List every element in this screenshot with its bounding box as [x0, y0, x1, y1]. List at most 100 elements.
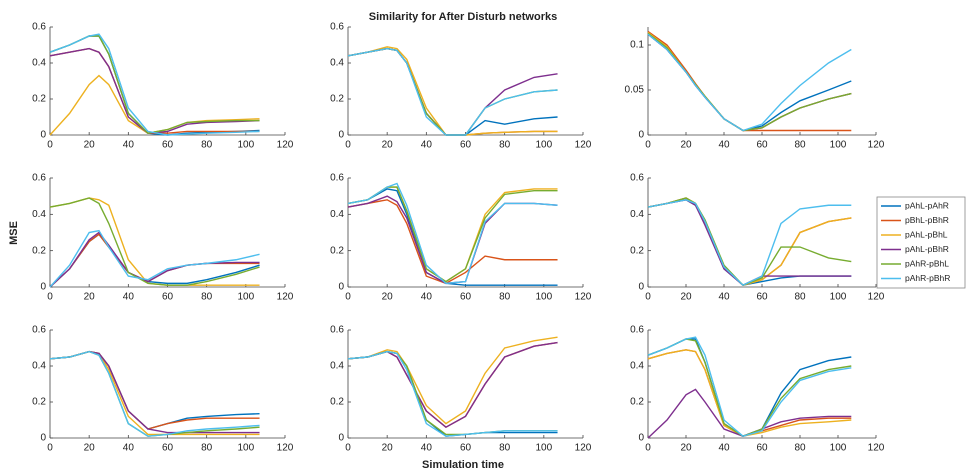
y-tick-label: 0.2 [32, 94, 46, 105]
y-tick-label: 0 [40, 282, 46, 293]
y-tick-label: 0 [638, 130, 644, 141]
series-line [647, 33, 852, 132]
series-line [49, 47, 260, 134]
series-line [647, 336, 852, 437]
x-tick-label: 20 [84, 292, 96, 303]
x-tick-label: 60 [756, 443, 768, 454]
series-line [347, 182, 558, 285]
x-tick-label: 120 [868, 292, 885, 303]
x-tick-label: 40 [718, 292, 730, 303]
x-tick-label: 120 [575, 443, 592, 454]
y-tick-label: 0.6 [330, 325, 344, 336]
y-tick-label: 0.6 [32, 325, 46, 336]
x-tick-label: 80 [794, 140, 806, 151]
x-tick-label: 60 [756, 292, 768, 303]
x-tick-label: 20 [382, 292, 394, 303]
y-tick-label: 0 [338, 433, 344, 444]
x-tick-label: 0 [47, 443, 53, 454]
x-tick-label: 40 [123, 292, 135, 303]
x-tick-label: 120 [277, 292, 294, 303]
x-tick-label: 20 [84, 140, 96, 151]
series-line [647, 349, 852, 437]
y-tick-label: 0.4 [330, 209, 344, 220]
x-tick-label: 60 [756, 140, 768, 151]
x-tick-label: 100 [237, 140, 254, 151]
y-tick-label: 0.1 [630, 40, 644, 51]
x-tick-label: 40 [718, 443, 730, 454]
y-tick-label: 0.05 [625, 85, 645, 96]
x-tick-label: 80 [794, 292, 806, 303]
x-tick-label: 100 [535, 443, 552, 454]
x-tick-label: 100 [237, 443, 254, 454]
x-tick-label: 100 [830, 140, 847, 151]
y-tick-label: 0.2 [32, 397, 46, 408]
x-tick-label: 100 [237, 292, 254, 303]
y-tick-label: 0.4 [630, 209, 644, 220]
series-line [347, 336, 558, 425]
y-tick-label: 0.2 [630, 397, 644, 408]
series-line [647, 388, 852, 439]
x-tick-label: 40 [421, 443, 433, 454]
legend-label: pAhR-pBhR [905, 273, 950, 283]
x-tick-label: 0 [345, 140, 351, 151]
x-tick-label: 0 [645, 443, 651, 454]
y-tick-label: 0 [338, 130, 344, 141]
x-tick-label: 60 [162, 443, 174, 454]
x-tick-label: 60 [460, 443, 472, 454]
x-tick-label: 40 [421, 140, 433, 151]
x-tick-label: 80 [499, 292, 511, 303]
y-axis-label: MSE [8, 221, 20, 245]
y-tick-label: 0.4 [32, 58, 46, 69]
x-tick-label: 100 [535, 292, 552, 303]
x-tick-label: 80 [201, 140, 213, 151]
legend-label: pAhL-pBhR [905, 244, 949, 254]
x-tick-label: 120 [575, 140, 592, 151]
x-tick-label: 120 [575, 292, 592, 303]
series-line [347, 46, 558, 136]
x-tick-label: 60 [162, 140, 174, 151]
x-tick-label: 80 [794, 443, 806, 454]
x-tick-label: 80 [201, 443, 213, 454]
y-tick-label: 0.6 [330, 173, 344, 184]
y-tick-label: 0.2 [630, 245, 644, 256]
x-tick-label: 0 [47, 140, 53, 151]
y-tick-label: 0 [638, 282, 644, 293]
y-tick-label: 0.6 [32, 173, 46, 184]
y-tick-label: 0 [40, 433, 46, 444]
x-tick-label: 20 [84, 443, 96, 454]
x-tick-label: 100 [830, 443, 847, 454]
series-line [49, 33, 260, 136]
y-tick-label: 0.6 [330, 22, 344, 33]
y-tick-label: 0.4 [330, 58, 344, 69]
y-tick-label: 0.4 [32, 209, 46, 220]
y-tick-label: 0 [40, 130, 46, 141]
series-line [49, 229, 260, 288]
x-tick-label: 80 [499, 140, 511, 151]
y-tick-label: 0.2 [330, 94, 344, 105]
legend-label: pAhR-pBhL [905, 258, 949, 268]
y-tick-label: 0.4 [630, 361, 644, 372]
series-line [49, 350, 260, 437]
figure-title: Similarity for After Disturb networks [369, 11, 557, 23]
x-tick-label: 20 [680, 140, 692, 151]
x-tick-label: 60 [460, 140, 472, 151]
x-tick-label: 80 [499, 443, 511, 454]
x-tick-label: 20 [382, 140, 394, 151]
legend-label: pAhL-pBhL [905, 229, 948, 239]
x-tick-label: 100 [830, 292, 847, 303]
x-tick-label: 80 [201, 292, 213, 303]
x-tick-label: 20 [680, 443, 692, 454]
x-tick-label: 120 [277, 443, 294, 454]
x-tick-label: 120 [868, 443, 885, 454]
y-tick-label: 0.6 [630, 173, 644, 184]
y-tick-label: 0.4 [330, 361, 344, 372]
x-tick-label: 40 [123, 443, 135, 454]
x-tick-label: 0 [645, 292, 651, 303]
legend-label: pAhL-pAhR [905, 200, 949, 210]
x-tick-label: 40 [421, 292, 433, 303]
x-tick-label: 0 [345, 292, 351, 303]
y-tick-label: 0.6 [630, 325, 644, 336]
y-tick-label: 0.2 [330, 245, 344, 256]
